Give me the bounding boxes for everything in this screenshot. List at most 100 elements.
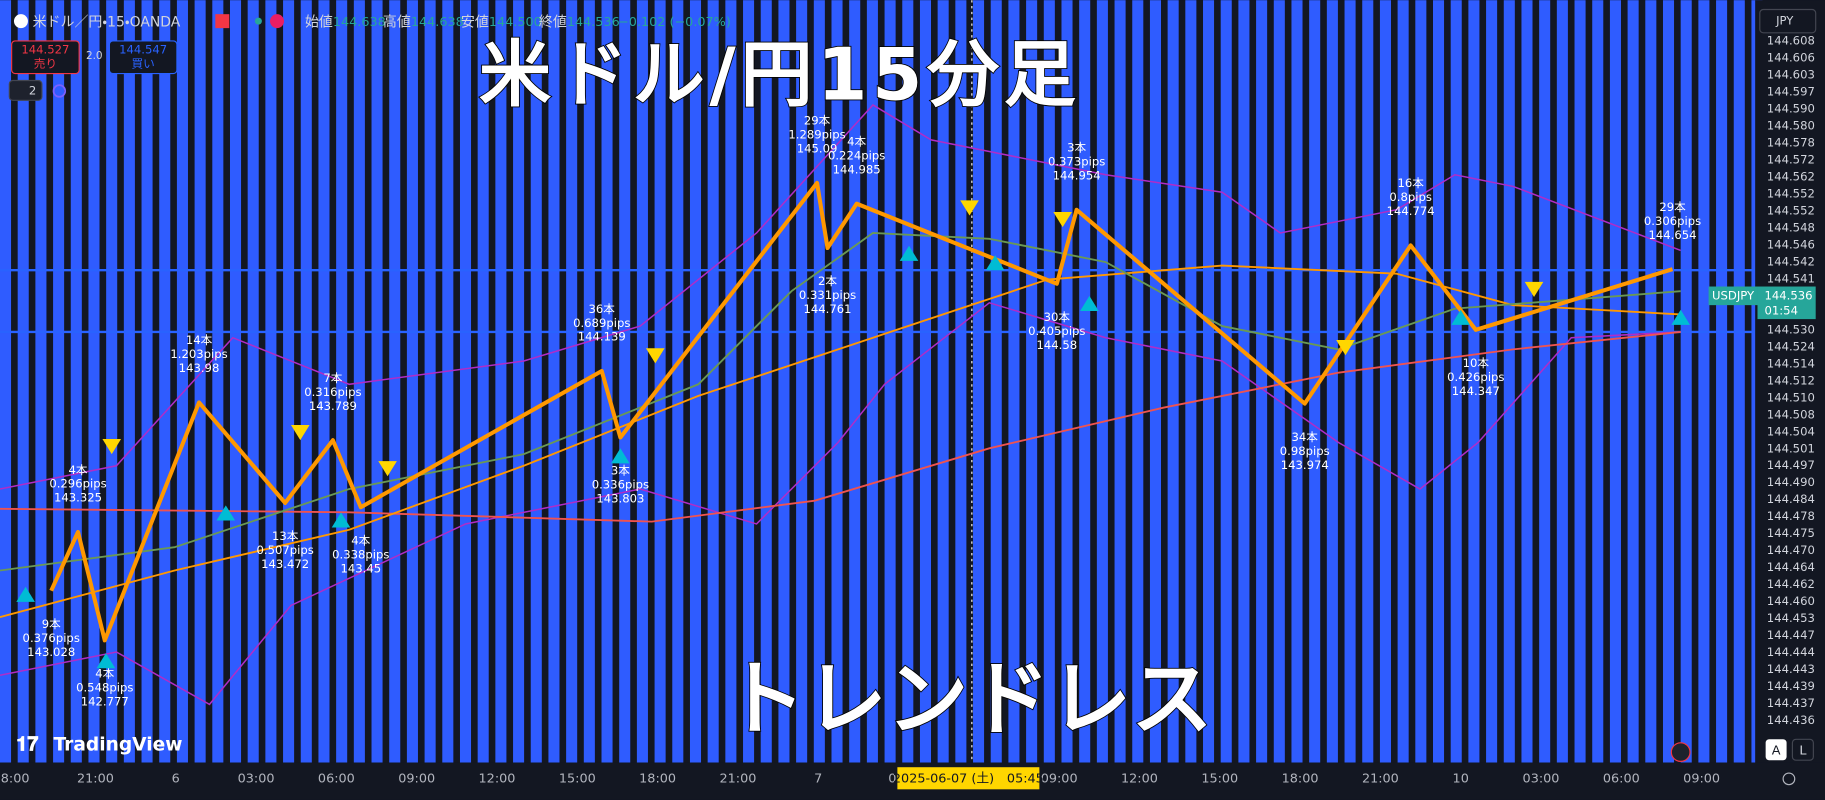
status-icon: [270, 14, 284, 29]
zigzag-pips: 0.405pips: [1028, 324, 1085, 338]
stripe: [707, 0, 719, 763]
stripe: [831, 0, 843, 763]
spread: 2.0: [86, 50, 103, 62]
buy-signal: [1671, 309, 1690, 325]
stripe: [1061, 0, 1073, 763]
zigzag-bars: 13本: [272, 529, 299, 543]
crosshair-time: 2025-06-07 (土) 05:45: [893, 771, 1044, 786]
stripe: [1698, 0, 1710, 763]
price-label: 144.470: [1767, 543, 1815, 557]
stripe: [743, 0, 755, 763]
price-label: 144.530: [1767, 322, 1815, 336]
stripe: [1662, 0, 1675, 763]
time-label: 21:00: [77, 771, 114, 786]
stripe: [17, 0, 29, 763]
change: −0.102 (−0.07%): [618, 15, 731, 30]
stripe: [1733, 0, 1745, 763]
stripe: [88, 0, 100, 763]
alert-icon[interactable]: [1670, 742, 1691, 762]
zigzag-line: [49, 180, 1674, 643]
zigzag-bars: 9本: [42, 617, 61, 631]
price-label: 144.578: [1767, 135, 1815, 149]
zigzag-bars: 2本: [818, 274, 837, 288]
stripe: [0, 0, 12, 763]
stripe: [601, 0, 613, 763]
zigzag-price: 144.139: [578, 330, 626, 344]
stripe: [477, 0, 489, 763]
price-label: 144.464: [1767, 560, 1815, 574]
stripe: [548, 0, 560, 763]
zigzag-pips: 1.289pips: [788, 128, 845, 142]
time-label: 09:00: [1683, 771, 1720, 786]
stripe: [619, 0, 631, 763]
zigzag-pips: 0.8pips: [1389, 190, 1432, 204]
stripe: [866, 0, 878, 763]
auto-button[interactable]: [1765, 739, 1787, 761]
sell-price: 144.527: [21, 43, 69, 57]
buy-signal: [985, 255, 1005, 271]
stripe: [1043, 0, 1055, 763]
price-label: 144.508: [1767, 407, 1815, 421]
sell-signal: [102, 438, 122, 455]
brand-name: TradingView: [54, 735, 183, 756]
price-label: 144.497: [1767, 458, 1815, 472]
indicator-line: [0, 330, 1681, 523]
time-label: 03:00: [1523, 771, 1560, 786]
ohlc-label: 始値: [305, 14, 333, 30]
zigzag-pips: 0.336pips: [592, 478, 649, 492]
stripe: [1609, 0, 1621, 763]
sell-signal: [1524, 281, 1544, 297]
stripe: [300, 0, 312, 763]
ohlc-value: 144.500: [489, 15, 542, 30]
price-label: 144.444: [1767, 645, 1815, 659]
buy-button[interactable]: [108, 40, 178, 75]
zigzag-price: 144.654: [1648, 228, 1696, 242]
zigzag-pips: 0.224pips: [828, 148, 885, 162]
stripe: [1326, 0, 1338, 763]
status-dot: [254, 17, 262, 25]
zigzag-bars: 7本: [323, 371, 342, 385]
stripe-layer: [0, 0, 1763, 763]
price-label: 144.548: [1767, 220, 1815, 234]
stripe: [1379, 0, 1391, 763]
indicator-layer: [0, 103, 1681, 706]
stripe: [1556, 0, 1568, 763]
stripe: [513, 0, 525, 763]
last-price: 144.536: [1764, 288, 1812, 302]
sell-button[interactable]: [11, 40, 80, 75]
price-label: 144.447: [1767, 628, 1815, 642]
currency-button[interactable]: [1759, 8, 1817, 34]
flag-icon[interactable]: [215, 14, 230, 29]
price-label: 144.606: [1767, 50, 1815, 64]
overlay-subtitle: トレンドレス: [724, 652, 1213, 747]
price-label: 144.597: [1767, 84, 1815, 98]
time-label: 15:00: [1201, 771, 1238, 786]
indicator-line: [0, 301, 1681, 706]
stripe: [955, 0, 967, 763]
time-label: 06:00: [318, 771, 355, 786]
zigzag-pips: 0.373pips: [1048, 155, 1105, 169]
price-label: 144.478: [1767, 509, 1815, 523]
sell-signal: [1053, 212, 1072, 228]
zigzag-bars: 4本: [847, 135, 866, 149]
symbol-icon: [13, 14, 28, 29]
price-label: 144.504: [1767, 424, 1815, 438]
zigzag-price: 143.789: [309, 399, 357, 413]
zigzag-price: 144.761: [803, 302, 851, 316]
indicator-toggle[interactable]: [8, 79, 43, 101]
ohlc-value: 144.638: [333, 15, 386, 30]
stripe: [1486, 0, 1498, 763]
stripe: [1238, 0, 1250, 763]
buy-signal: [216, 505, 236, 521]
stripe: [813, 0, 825, 763]
reload-icon[interactable]: [52, 84, 67, 98]
log-button[interactable]: [1791, 738, 1814, 761]
time-label: 12:00: [1121, 771, 1158, 786]
stripe: [1185, 0, 1197, 763]
stripe: [778, 0, 790, 763]
stripe: [1450, 0, 1462, 763]
settings-icon[interactable]: [1782, 772, 1796, 786]
zigzag-bars: 3本: [611, 464, 630, 478]
price-label: 144.552: [1767, 203, 1815, 217]
